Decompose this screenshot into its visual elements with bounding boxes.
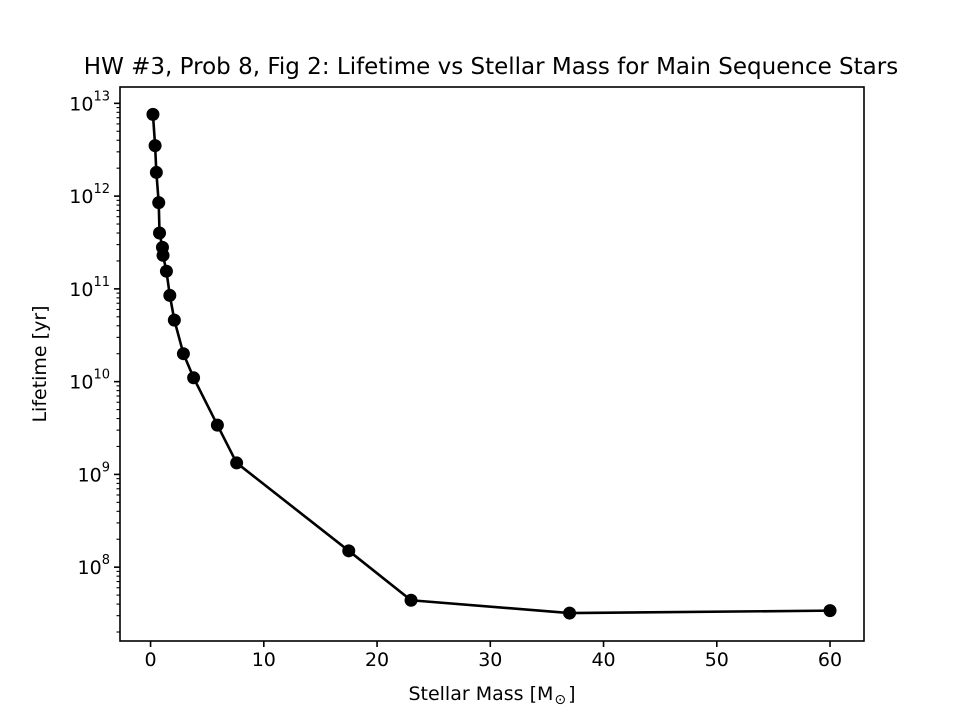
y-tick-label: 1013 xyxy=(69,89,110,115)
data-point xyxy=(159,264,173,278)
y-tick-label-exponent: 8 xyxy=(102,553,110,568)
x-axis-label: Stellar Mass [M⊙] xyxy=(408,683,575,708)
y-tick-label-exponent: 12 xyxy=(93,182,110,197)
series-line xyxy=(151,114,831,615)
x-tick-label: 10 xyxy=(252,649,276,671)
y-tick-label-base: 10 xyxy=(69,186,93,208)
data-point xyxy=(563,606,577,620)
y-tick-label: 108 xyxy=(78,553,110,579)
data-point xyxy=(153,226,167,240)
y-tick-label-exponent: 10 xyxy=(93,368,110,383)
x-tick-label: 40 xyxy=(591,649,615,671)
data-point xyxy=(187,371,201,385)
y-tick-label-base: 10 xyxy=(69,372,93,394)
data-point xyxy=(146,107,160,121)
y-tick-label-base: 10 xyxy=(78,464,102,486)
data-point xyxy=(167,313,181,327)
data-point xyxy=(152,196,166,210)
series-layer xyxy=(146,107,837,620)
y-tick-label-exponent: 13 xyxy=(93,89,110,104)
y-axis-minor-ticks xyxy=(116,107,120,633)
x-axis-ticks: 0 10 20 30 40 50 60 xyxy=(145,641,842,671)
data-point xyxy=(230,456,244,470)
y-tick-label-exponent: 9 xyxy=(102,460,110,475)
y-tick-label: 1011 xyxy=(69,275,110,301)
data-point xyxy=(176,347,190,361)
y-tick-label-exponent: 11 xyxy=(93,275,110,290)
y-tick-label-base: 10 xyxy=(69,93,93,115)
x-tick-label: 0 xyxy=(145,649,157,671)
data-point xyxy=(156,248,170,262)
data-point xyxy=(404,593,418,607)
y-tick-label: 1010 xyxy=(69,368,110,394)
y-axis-label: Lifetime [yr] xyxy=(29,305,51,422)
data-point xyxy=(163,288,177,302)
y-tick-label: 109 xyxy=(78,460,110,486)
y-tick-label-base: 10 xyxy=(69,279,93,301)
data-point xyxy=(342,544,356,558)
x-tick-label: 20 xyxy=(365,649,389,671)
x-axis-label-suffix: ] xyxy=(568,683,575,705)
y-tick-label-base: 10 xyxy=(78,557,102,579)
data-point xyxy=(823,604,837,618)
x-tick-label: 30 xyxy=(478,649,502,671)
plot-area-frame xyxy=(119,86,865,642)
x-tick-label: 50 xyxy=(705,649,729,671)
y-tick-label: 1012 xyxy=(69,182,110,208)
data-point xyxy=(149,165,163,179)
x-axis-label-text: Stellar Mass [M xyxy=(408,683,553,705)
data-point xyxy=(210,418,224,432)
x-tick-label: 60 xyxy=(818,649,842,671)
solar-mass-symbol: ⊙ xyxy=(554,692,566,708)
data-point xyxy=(148,139,162,153)
chart-title: HW #3, Prob 8, Fig 2: Lifetime vs Stella… xyxy=(84,54,898,80)
